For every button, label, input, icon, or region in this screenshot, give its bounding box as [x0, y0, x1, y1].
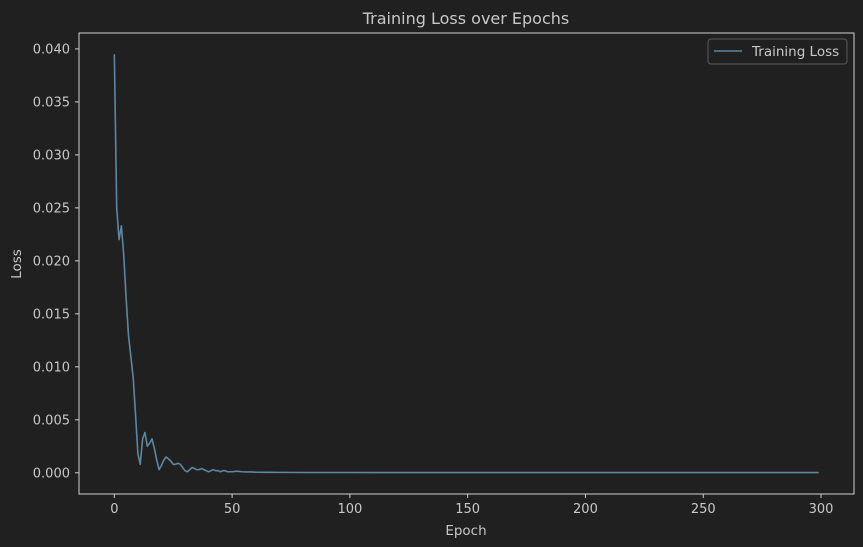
y-tick-label: 0.010	[33, 360, 70, 375]
x-tick-label: 0	[110, 502, 118, 517]
x-tick-label: 200	[573, 502, 598, 517]
legend-entry-training-loss: Training Loss	[751, 44, 839, 60]
chart-title: Training Loss over Epochs	[362, 9, 570, 28]
y-tick-label: 0.000	[33, 466, 70, 481]
axes-frame	[78, 32, 855, 495]
plot-area: 0 50 100 150 200 250 300 0.000 0.005 0.010 0.015 0.…	[33, 32, 855, 517]
y-tick-label: 0.025	[33, 201, 70, 216]
y-axis-label: Loss	[9, 249, 25, 279]
x-tick-label: 50	[224, 502, 241, 517]
x-tick-label: 150	[455, 502, 480, 517]
y-tick-label: 0.005	[33, 413, 70, 428]
y-tick-label: 0.030	[33, 148, 70, 163]
x-tick-label: 250	[691, 502, 716, 517]
x-tick-label: 100	[337, 502, 362, 517]
legend-box	[707, 38, 848, 65]
y-tick-label: 0.020	[33, 254, 70, 269]
y-tick-label: 0.035	[33, 95, 70, 110]
x-axis-label: Epoch	[445, 523, 486, 539]
y-tick-label: 0.015	[33, 307, 70, 322]
legend: Training Loss	[707, 38, 848, 65]
x-tick-label: 300	[809, 502, 834, 517]
y-tick-label: 0.040	[33, 42, 70, 57]
series-line-training-loss	[113, 54, 819, 474]
